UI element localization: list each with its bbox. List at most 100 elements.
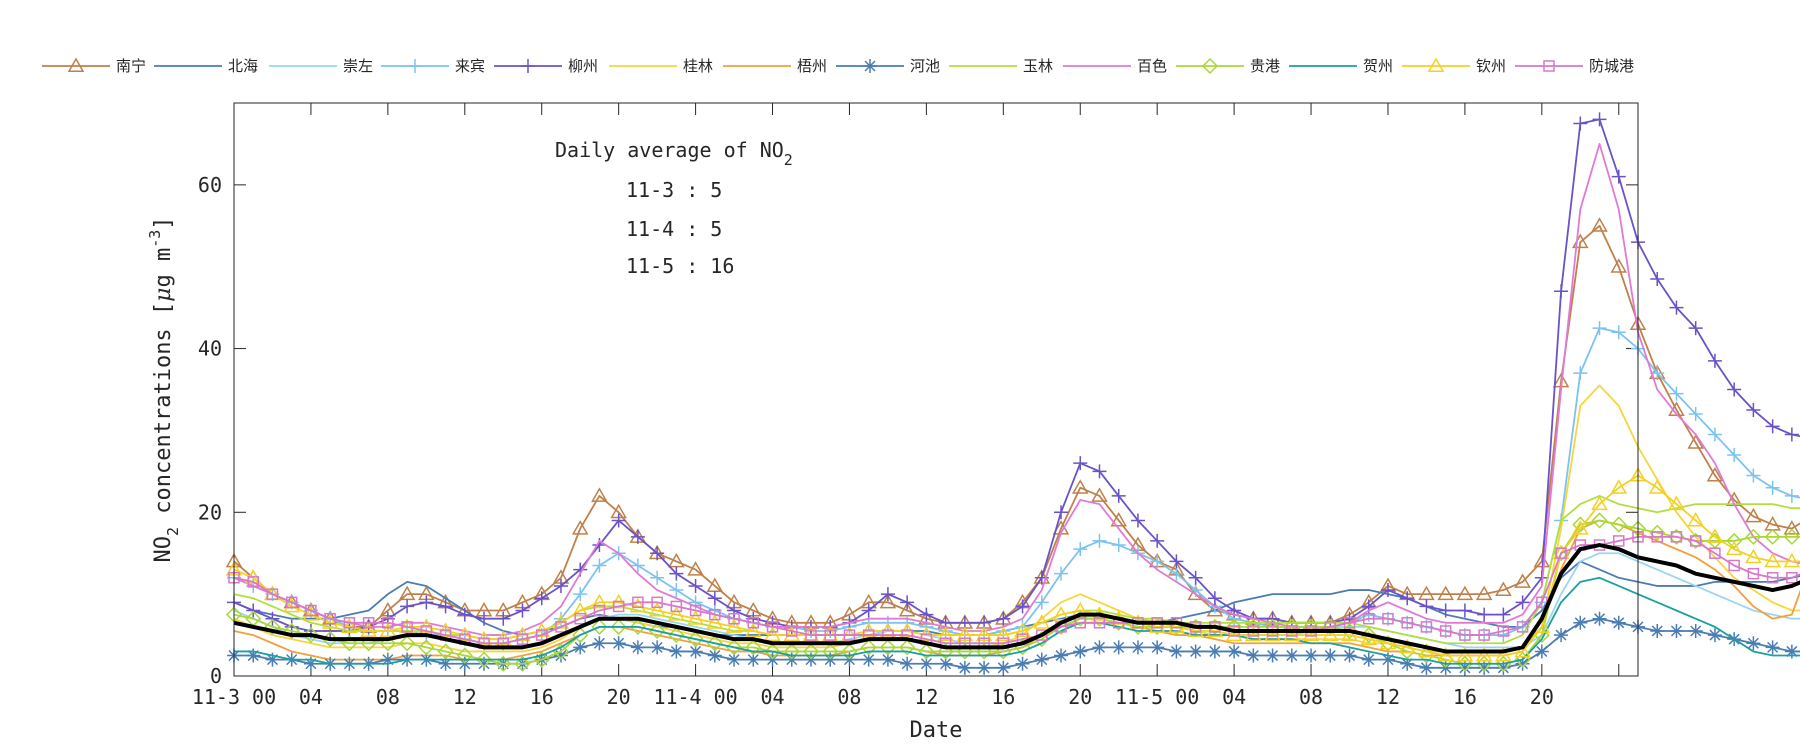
- series-13-point-18: [574, 612, 586, 625]
- series-7-point-75: [1669, 623, 1684, 638]
- series-4-point-26: [727, 603, 742, 618]
- x-tick-label-11: 20: [1068, 685, 1092, 709]
- series-12-point-57: [1321, 626, 1339, 642]
- y-axis-label-sub: 2: [164, 527, 182, 536]
- series-13-point-45: [1093, 617, 1106, 629]
- series-7-point-25: [707, 648, 722, 663]
- series-10-point-32: [841, 643, 858, 660]
- series-7-point-45: [1092, 640, 1107, 655]
- legend-item-3: 来宾: [381, 57, 485, 75]
- legend-item-0: 南宁: [42, 57, 146, 75]
- series-10-point-20: [610, 618, 627, 635]
- series-12-point-56: [1302, 626, 1320, 642]
- series-3-point-75: [1669, 386, 1684, 401]
- series-4-point-66: [1496, 607, 1511, 622]
- series-13-point-63: [1439, 625, 1452, 637]
- series-4-point-12: [457, 607, 472, 622]
- series-10-point-19: [591, 618, 608, 635]
- series-4-point-14: [496, 611, 511, 626]
- series-7-point-40: [996, 660, 1011, 675]
- series-4-point-2: [265, 611, 280, 626]
- series-7-point-55: [1284, 648, 1299, 663]
- series-12-point-79: [1745, 548, 1762, 564]
- series-7-point-51: [1207, 644, 1222, 659]
- series-4-point-46: [1111, 488, 1126, 503]
- series-7-point-34: [880, 652, 895, 667]
- series-7-point-80: [1765, 640, 1780, 655]
- series-7-point-71: [1592, 611, 1607, 626]
- legend-item-13: 防城港: [1515, 57, 1634, 75]
- series-13-point-21: [632, 596, 644, 609]
- legend-marker-13: [1543, 60, 1555, 72]
- series-13-point-77: [1709, 547, 1721, 559]
- x-tick-label-5: 20: [607, 685, 631, 709]
- series-13-point-6: [343, 617, 356, 629]
- series-4-point-80: [1765, 419, 1780, 434]
- series-line-13: [233, 535, 1800, 645]
- series-10-point-11: [437, 643, 454, 660]
- y-tick-label-0: 0: [210, 664, 222, 688]
- x-tick-label-2: 08: [376, 685, 400, 709]
- series-10-point-79: [1745, 528, 1762, 545]
- series-13-point-69: [1555, 547, 1567, 559]
- series-4-point-11: [438, 599, 453, 614]
- series-13-point-28: [766, 621, 779, 633]
- series-10-point-56: [1302, 618, 1320, 635]
- series-12-point-19: [591, 593, 608, 609]
- series-12-point-59: [1360, 630, 1378, 646]
- series-10-point-74: [1649, 524, 1666, 541]
- series-13-point-66: [1497, 625, 1510, 637]
- legend-marker-7: [863, 59, 877, 73]
- series-3-point-80: [1765, 480, 1780, 495]
- y-tick-label-60: 60: [198, 173, 222, 197]
- series-7-point-77: [1707, 628, 1722, 643]
- annotation-line-11-5: 11-5 : 16: [626, 254, 734, 278]
- series-12-point-4: [302, 606, 320, 621]
- series-10-point-21: [629, 618, 646, 635]
- series-0-point-76: [1687, 434, 1704, 449]
- series-0-point-62: [1418, 585, 1435, 601]
- series-7-point-69: [1554, 628, 1569, 643]
- series-0-point-67: [1514, 573, 1531, 588]
- series-13-point-24: [689, 604, 702, 617]
- series-7-point-56: [1304, 648, 1319, 663]
- series-12-point-78: [1725, 540, 1743, 556]
- series-4-point-64: [1457, 603, 1472, 618]
- series-4-point-25: [707, 591, 722, 606]
- series-3-point-71: [1592, 321, 1607, 336]
- series-7-point-48: [1150, 640, 1165, 655]
- series-7-point-59: [1361, 652, 1376, 667]
- series-4-point-40: [996, 611, 1011, 626]
- series-7-point-46: [1111, 640, 1126, 655]
- series-4-point-21: [630, 529, 645, 544]
- series-4-point-67: [1515, 595, 1530, 610]
- x-tick-label-12: 11-5 00: [1115, 685, 1199, 709]
- series-12-point-21: [629, 597, 647, 613]
- series-12-point-22: [648, 602, 666, 617]
- series-7-point-53: [1246, 648, 1261, 663]
- x-axis-label: Date: [910, 718, 963, 743]
- series-4-point-34: [880, 587, 895, 602]
- series-12-point-77: [1706, 528, 1724, 543]
- series-10-point-26: [725, 639, 743, 656]
- series-12-point-58: [1341, 626, 1358, 642]
- series-7-point-60: [1380, 652, 1395, 667]
- series-13-point-32: [843, 629, 856, 641]
- series-0-point-9: [398, 585, 416, 601]
- series-4-point-17: [553, 578, 568, 593]
- legend-item-1: 北海: [154, 57, 258, 75]
- y-tick-label-20: 20: [198, 500, 222, 524]
- series-12-point-24: [687, 610, 704, 625]
- series-10-point-72: [1610, 516, 1627, 533]
- legend-item-9: 百色: [1063, 57, 1167, 75]
- series-12-point-3: [283, 597, 300, 613]
- series-12-point-76: [1687, 511, 1704, 527]
- series-station-4: [227, 112, 1800, 638]
- series-13-point-29: [786, 625, 798, 637]
- series-7-point-11: [438, 656, 453, 671]
- series-0-point-24: [687, 561, 704, 576]
- series-7-point-13: [477, 656, 492, 671]
- series-station-11: [234, 576, 1800, 665]
